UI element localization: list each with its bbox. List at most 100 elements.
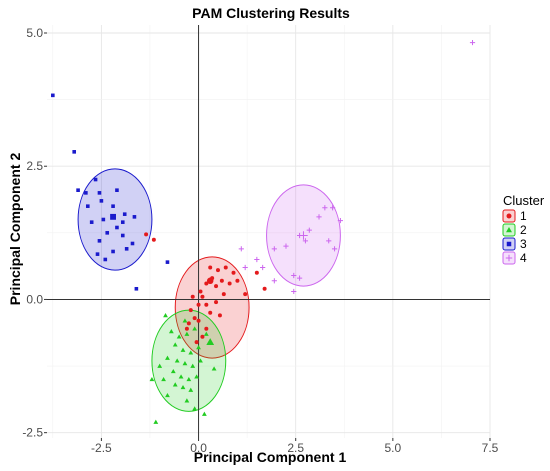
data-point-cluster-4 [469, 39, 476, 46]
y-tick-label: -2.5 [22, 426, 43, 440]
data-point-cluster-2 [170, 368, 176, 374]
data-point-cluster-1 [204, 302, 209, 307]
legend-marker-3 [506, 241, 512, 247]
data-point-cluster-4 [326, 238, 332, 244]
data-point-cluster-1 [204, 326, 209, 331]
data-point-cluster-1 [186, 321, 191, 326]
data-point-cluster-4 [322, 205, 328, 211]
data-point-cluster-2 [188, 350, 194, 355]
data-point-cluster-4 [291, 288, 297, 295]
data-point-cluster-3 [72, 150, 77, 154]
data-point-cluster-2 [194, 374, 200, 379]
medoid-point-cluster-1 [206, 277, 214, 285]
x-tick-label: 7.5 [482, 441, 499, 455]
data-point-cluster-3 [111, 204, 115, 208]
data-point-cluster-4 [330, 205, 336, 211]
data-point-cluster-2 [168, 329, 174, 334]
data-point-cluster-3 [111, 249, 115, 254]
data-point-cluster-4 [254, 256, 260, 263]
data-point-cluster-1 [144, 232, 149, 237]
data-point-cluster-2 [184, 398, 190, 403]
data-point-cluster-2 [153, 419, 159, 424]
data-point-cluster-4 [238, 246, 244, 252]
legend-label-1: 1 [520, 209, 527, 223]
grid [47, 25, 491, 438]
data-point-cluster-2 [161, 376, 166, 382]
data-point-cluster-3 [124, 247, 129, 251]
data-point-cluster-1 [196, 318, 201, 323]
data-point-cluster-1 [184, 326, 189, 331]
data-point-cluster-2 [180, 347, 186, 352]
data-point-cluster-4 [242, 264, 248, 271]
data-point-cluster-3 [84, 191, 88, 195]
x-tick-label: 5.0 [385, 441, 402, 455]
x-axis-ticks: -2.5 0.0 2.5 5.0 7.5 [91, 438, 499, 455]
data-point-cluster-1 [243, 292, 248, 297]
legend-label-3: 3 [520, 237, 527, 251]
data-point-cluster-3 [97, 191, 102, 195]
data-point-cluster-3 [122, 212, 127, 216]
data-point-cluster-2 [180, 384, 186, 390]
y-axis-title: Principal Component 2 [7, 153, 23, 306]
legend-marker-4 [505, 254, 513, 262]
data-point-cluster-2 [176, 334, 182, 339]
x-tick-label: -2.5 [91, 441, 112, 455]
data-point-cluster-2 [211, 366, 217, 371]
data-point-cluster-1 [200, 334, 205, 339]
data-point-cluster-3 [97, 239, 102, 243]
data-point-cluster-1 [204, 281, 209, 286]
reference-lines [47, 25, 490, 438]
data-point-cluster-3 [120, 233, 125, 238]
x-tick-label: 2.5 [287, 441, 304, 455]
data-point-cluster-2 [190, 363, 196, 368]
x-axis-title: Principal Component 1 [194, 449, 347, 465]
y-tick-label: 5.0 [26, 26, 43, 40]
data-point-cluster-1 [214, 300, 219, 305]
data-point-cluster-1 [198, 289, 203, 294]
data-point-cluster-2 [163, 313, 168, 318]
data-point-cluster-1 [217, 313, 222, 318]
data-point-cluster-1 [221, 292, 226, 297]
data-point-cluster-4 [302, 238, 309, 244]
data-point-cluster-2 [172, 342, 178, 347]
y-tick-label: 0.0 [26, 292, 43, 306]
data-point-cluster-3 [93, 177, 98, 182]
data-point-cluster-3 [134, 286, 139, 291]
data-point-cluster-2 [184, 331, 190, 336]
data-point-cluster-3 [115, 188, 119, 192]
data-point-cluster-4 [283, 243, 289, 249]
data-point-cluster-2 [165, 392, 170, 398]
medoid-point-cluster-2 [206, 338, 215, 346]
data-point-cluster-1 [151, 237, 156, 242]
data-point-cluster-4 [296, 275, 303, 281]
data-point-cluster-2 [186, 376, 192, 382]
data-point-cluster-3 [103, 257, 108, 262]
data-point-cluster-1 [254, 270, 259, 275]
data-point-cluster-3 [89, 220, 94, 224]
data-points [51, 39, 476, 424]
data-point-cluster-3 [115, 225, 119, 230]
legend-marker-2 [506, 227, 512, 233]
data-point-cluster-3 [51, 93, 55, 98]
data-point-cluster-2 [157, 363, 163, 368]
legend-title: Cluster [503, 193, 545, 208]
data-point-cluster-2 [149, 376, 155, 382]
data-point-cluster-2 [188, 387, 194, 392]
data-point-cluster-4 [271, 278, 277, 284]
data-point-cluster-1 [235, 278, 240, 283]
data-point-cluster-1 [208, 310, 213, 315]
data-point-cluster-2 [174, 358, 180, 363]
data-point-cluster-3 [130, 241, 135, 246]
data-point-cluster-3 [99, 199, 104, 203]
data-point-cluster-1 [262, 286, 267, 291]
data-point-cluster-4 [337, 217, 343, 224]
data-point-cluster-3 [132, 215, 137, 219]
data-point-cluster-2 [198, 358, 203, 363]
data-point-cluster-3 [165, 260, 170, 264]
data-point-cluster-1 [215, 268, 220, 273]
data-point-cluster-2 [165, 355, 170, 360]
data-point-cluster-4 [306, 227, 312, 233]
data-point-cluster-4 [331, 246, 338, 252]
